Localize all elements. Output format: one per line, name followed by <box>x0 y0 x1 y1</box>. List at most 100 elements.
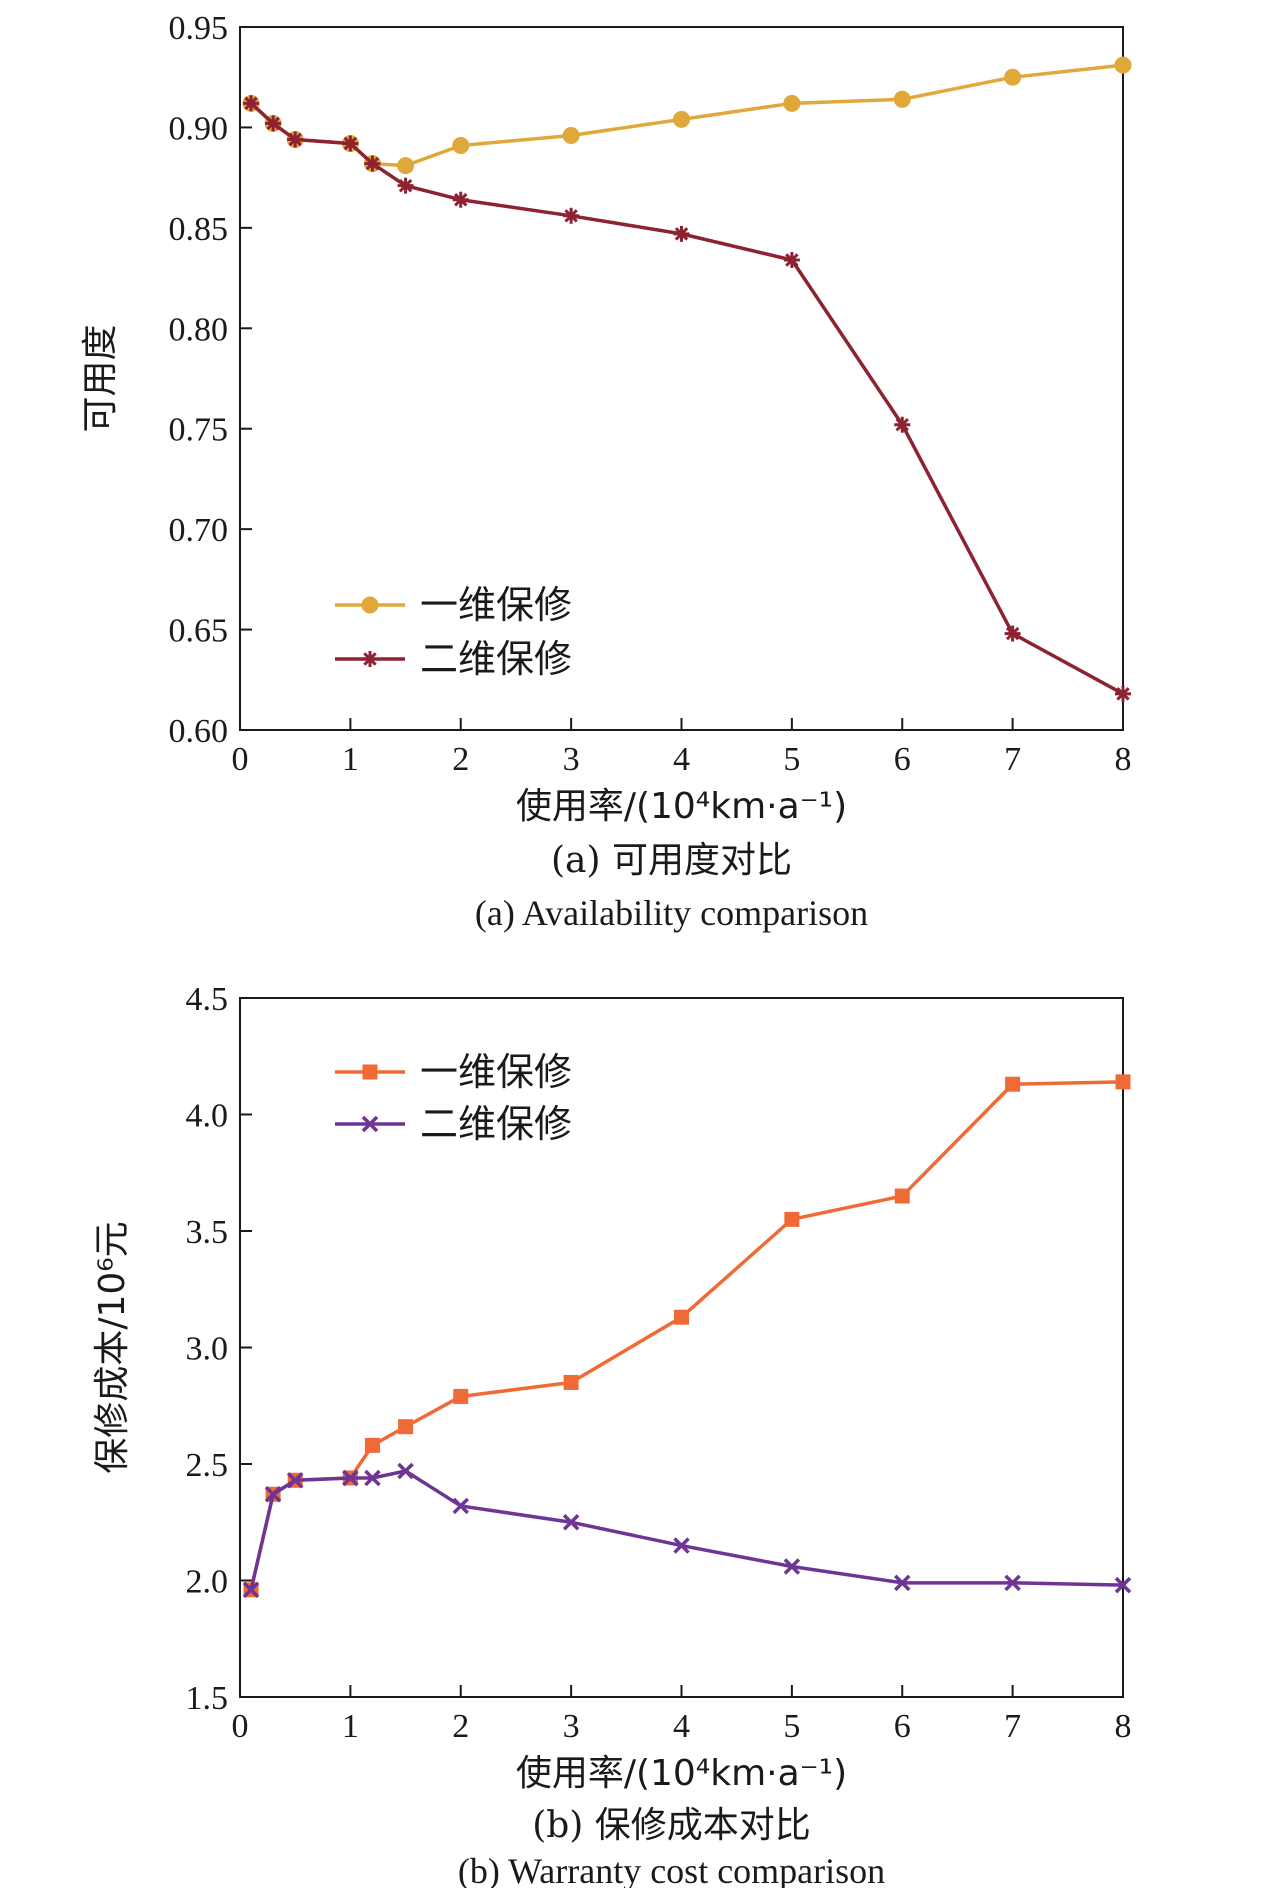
caption-cn: (a) 可用度对比 <box>551 840 792 881</box>
marker-9 <box>784 1211 800 1227</box>
y-tick-label: 0.60 <box>169 713 229 750</box>
marker-5 <box>398 1419 414 1435</box>
y-tick-label: 1.5 <box>186 1680 229 1717</box>
y-tick-label: 0.95 <box>169 10 229 47</box>
marker-7 <box>562 1514 580 1531</box>
caption-en: (b) Warranty cost comparison <box>458 1851 885 1888</box>
y-tick-label: 0.75 <box>169 412 229 449</box>
marker-4 <box>364 1469 381 1487</box>
marker-10 <box>894 416 911 433</box>
marker-2 <box>286 1472 304 1489</box>
legend-item-1: 二维保修 <box>335 637 572 681</box>
legend-label: 一维保修 <box>420 583 572 627</box>
y-tick-label: 3.0 <box>186 1331 229 1368</box>
marker-0 <box>243 95 260 112</box>
caption-cn: (b) 保修成本对比 <box>532 1805 811 1846</box>
chart-0: 0 1 2 3 4 5 6 7 8 0.60 0.65 0.70 0.75 0.80 0.85 0.90 0.9… <box>80 10 1132 933</box>
legend-label: 二维保修 <box>420 637 572 681</box>
marker-legend <box>362 651 378 667</box>
x-tick-label: 4 <box>673 741 690 778</box>
x-tick-label: 3 <box>563 1708 580 1745</box>
caption-en: (a) Availability comparison <box>475 893 868 933</box>
marker-3 <box>342 135 359 152</box>
series-1 <box>243 95 1131 702</box>
x-axis-label: 使用率/(10⁴km·a⁻¹) <box>516 1753 847 1794</box>
marker-4 <box>364 155 381 172</box>
y-tick-label: 2.5 <box>186 1447 229 1484</box>
marker-0 <box>242 1581 260 1599</box>
marker-8 <box>673 225 690 242</box>
y-tick-label: 4.0 <box>186 1098 229 1135</box>
marker-5 <box>397 157 415 175</box>
x-tick-label: 4 <box>673 1708 690 1745</box>
marker-9 <box>783 94 801 112</box>
marker-7 <box>563 207 580 224</box>
marker-9 <box>783 251 800 268</box>
marker-legend <box>361 1115 379 1133</box>
x-tick-label: 6 <box>894 741 911 778</box>
plot-frame <box>239 26 1124 731</box>
marker-11 <box>1004 68 1022 86</box>
marker-7 <box>562 126 580 144</box>
y-tick-label: 0.85 <box>169 211 229 248</box>
marker-12 <box>1114 1576 1132 1594</box>
marker-10 <box>894 1188 910 1204</box>
marker-10 <box>894 1574 911 1592</box>
marker-3 <box>342 1469 359 1487</box>
marker-1 <box>265 115 282 132</box>
marker-legend <box>361 596 379 614</box>
marker-11 <box>1005 1076 1021 1092</box>
marker-12 <box>1115 1074 1131 1090</box>
legend-item-0: 一维保修 <box>335 583 572 627</box>
chart-1: 0 1 2 3 4 5 6 7 8 1.5 2.0 2.5 3.0 3.5 4.0 4.5 使用率/(10⁴km… <box>92 981 1132 1888</box>
legend-label: 一维保修 <box>420 1050 572 1094</box>
series-line <box>249 1469 1124 1591</box>
y-tick-label: 3.5 <box>186 1214 229 1251</box>
legend-item-1: 二维保修 <box>335 1102 572 1146</box>
marker-8 <box>674 1309 689 1325</box>
x-tick-label: 1 <box>342 1708 359 1745</box>
legend-label: 二维保修 <box>420 1102 572 1146</box>
x-tick-label: 8 <box>1115 741 1132 778</box>
marker-11 <box>1004 1574 1021 1592</box>
y-tick-label: 0.80 <box>169 311 229 348</box>
series-0 <box>243 1074 1131 1598</box>
x-tick-label: 6 <box>894 1708 911 1745</box>
marker-9 <box>783 1558 801 1575</box>
marker-11 <box>1004 625 1021 642</box>
series-line <box>249 1080 1124 1591</box>
marker-5 <box>397 177 414 194</box>
marker-8 <box>673 110 690 128</box>
marker-6 <box>452 1497 469 1515</box>
marker-6 <box>452 137 470 155</box>
y-tick-label: 0.70 <box>169 512 229 549</box>
x-tick-label: 5 <box>783 1708 800 1745</box>
series-1 <box>242 1462 1132 1599</box>
y-axis-label: 可用度 <box>80 324 121 432</box>
plot-frame <box>239 997 1124 1698</box>
x-tick-label: 3 <box>563 741 580 778</box>
x-tick-label: 2 <box>452 741 469 778</box>
marker-4 <box>364 1437 380 1453</box>
y-tick-label: 2.0 <box>186 1564 229 1601</box>
x-tick-label: 7 <box>1004 741 1021 778</box>
legend-item-0: 一维保修 <box>335 1050 572 1094</box>
y-tick-label: 0.65 <box>169 613 229 650</box>
marker-6 <box>452 191 469 208</box>
marker-10 <box>893 90 911 108</box>
marker-8 <box>673 1537 690 1554</box>
y-tick-label: 4.5 <box>186 981 229 1018</box>
marker-1 <box>264 1486 282 1503</box>
marker-6 <box>453 1388 469 1404</box>
y-tick-label: 0.90 <box>169 110 229 147</box>
series-0 <box>242 56 1132 175</box>
marker-2 <box>287 131 304 148</box>
x-axis-label: 使用率/(10⁴km·a⁻¹) <box>516 786 847 827</box>
x-tick-label: 8 <box>1115 1708 1132 1745</box>
marker-12 <box>1114 56 1132 74</box>
marker-12 <box>1115 685 1131 702</box>
x-tick-label: 7 <box>1004 1708 1021 1745</box>
x-tick-label: 2 <box>452 1708 469 1745</box>
